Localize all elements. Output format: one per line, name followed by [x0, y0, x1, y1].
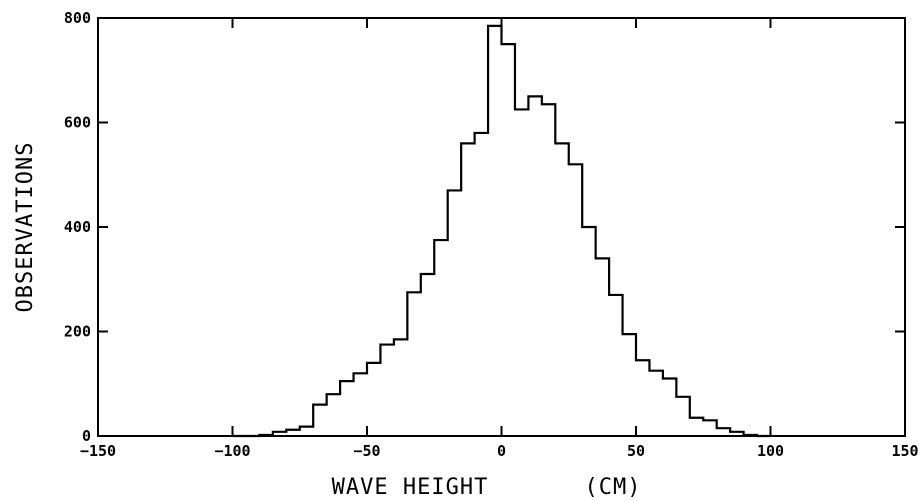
y-tick-label: 800 — [64, 9, 91, 27]
histogram-bar — [502, 44, 515, 436]
x-tick-label: −50 — [353, 442, 380, 460]
y-axis: 0 200 400 600 800 — [64, 9, 905, 445]
histogram-bar — [475, 133, 488, 436]
histogram-bar — [380, 345, 393, 436]
histogram-bar — [542, 104, 555, 436]
histogram-bar — [448, 190, 461, 436]
histogram-bar — [394, 339, 407, 436]
x-tick-label: 150 — [891, 442, 918, 460]
histogram-bar — [515, 109, 528, 436]
y-axis-label: OBSERVATIONS — [13, 142, 38, 313]
histogram-bar — [596, 258, 609, 436]
histogram-bar — [421, 274, 434, 436]
histogram-bar — [300, 427, 313, 436]
histogram-bar — [340, 381, 353, 436]
histogram-bar — [636, 360, 649, 436]
y-tick-label: 400 — [64, 218, 91, 236]
histogram-bar — [461, 143, 474, 436]
x-tick-label: 50 — [627, 442, 645, 460]
histogram-bar — [623, 334, 636, 436]
histogram-bar — [676, 397, 689, 436]
x-tick-label: −150 — [80, 442, 116, 460]
histogram-bar — [717, 428, 730, 436]
histogram-bar — [663, 379, 676, 436]
histogram-bar — [488, 26, 501, 436]
histogram-bar — [528, 96, 541, 436]
histogram-bar — [354, 373, 367, 436]
histogram-bins — [259, 26, 757, 436]
x-tick-label: −100 — [214, 442, 250, 460]
histogram-bar — [609, 295, 622, 436]
histogram-bar — [569, 164, 582, 436]
histogram-bar — [313, 405, 326, 436]
histogram-outline — [232, 24, 771, 438]
x-tick-label: 0 — [497, 442, 506, 460]
histogram-bar — [407, 292, 420, 436]
histogram-bar — [434, 240, 447, 436]
histogram-bar — [327, 394, 340, 436]
y-tick-label: 600 — [64, 114, 91, 132]
histogram-bar — [582, 227, 595, 436]
x-axis: −150 −100 −50 0 50 100 150 — [80, 18, 919, 460]
x-axis-unit: (CM) — [585, 475, 642, 500]
histogram-bar — [690, 418, 703, 436]
histogram-bar — [649, 371, 662, 436]
y-tick-label: 200 — [64, 323, 91, 341]
y-tick-label: 0 — [82, 427, 91, 445]
x-axis-label: WAVE HEIGHT — [332, 475, 489, 500]
x-tick-label: 100 — [757, 442, 784, 460]
histogram-bar — [703, 420, 716, 436]
histogram-bar — [555, 143, 568, 436]
histogram-bar — [367, 363, 380, 436]
